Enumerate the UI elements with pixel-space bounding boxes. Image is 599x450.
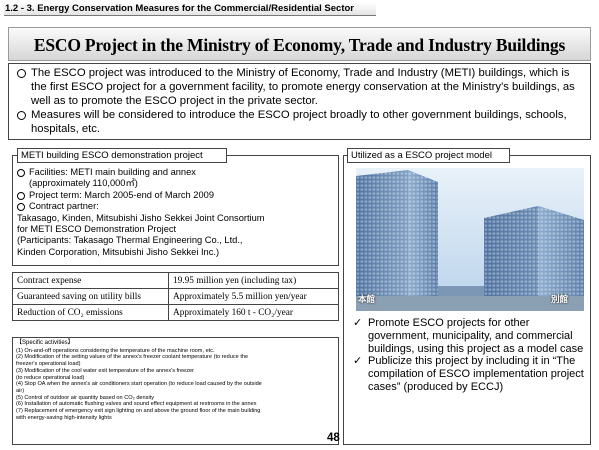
activity-line: (3) Modification of the cool water exit … bbox=[16, 367, 194, 374]
intro-text: Measures will be considered to introduce… bbox=[31, 109, 567, 135]
facilities-label: Facilities: METI main building and annex bbox=[29, 167, 196, 177]
checkmark-icon: ✓ bbox=[353, 355, 363, 368]
stat-label: Contract expense bbox=[12, 272, 169, 289]
stats-table: Contract expense 19.95 million yen (incl… bbox=[12, 272, 339, 321]
model-item: ✓ Promote ESCO projects for other govern… bbox=[353, 317, 585, 355]
stat-label: Reduction of CO₂ emissions bbox=[12, 304, 169, 321]
facilities-area: (approximately 110,000㎡) bbox=[29, 178, 138, 189]
model-item: ✓ Publicize this project by including it… bbox=[353, 355, 585, 393]
activities-title: 【Specific activities】 bbox=[16, 340, 74, 346]
circle-bullet-icon bbox=[17, 111, 26, 120]
intro-item: The ESCO project was introduced to the M… bbox=[17, 66, 584, 108]
circle-bullet-icon bbox=[17, 169, 25, 177]
partner-item: Contract partner: bbox=[17, 201, 338, 212]
activity-line: (4) Stop OA when the annex's air conditi… bbox=[16, 381, 262, 388]
stat-value: 19.95 million yen (including tax) bbox=[168, 272, 339, 289]
page-title: ESCO Project in the Ministry of Economy,… bbox=[8, 27, 591, 61]
stat-label: Guaranteed saving on utility bills bbox=[12, 288, 169, 305]
intro-text: The ESCO project was introduced to the M… bbox=[31, 67, 575, 107]
annex-building-label: 別館 bbox=[551, 294, 569, 304]
intro-item: Measures will be considered to introduce… bbox=[17, 108, 584, 136]
table-row: Reduction of CO₂ emissions Approximately… bbox=[12, 304, 339, 321]
model-text: Promote ESCO projects for other governme… bbox=[368, 317, 584, 355]
project-term: Project term: March 2005-end of March 20… bbox=[29, 189, 214, 200]
main-building-label: 本館 bbox=[358, 294, 376, 304]
activity-line: (2) Modification of the setting values o… bbox=[16, 354, 249, 361]
activities-box: 【Specific activities】 (1) On-and-off ope… bbox=[12, 337, 339, 445]
activity-line: with energy-saving high-intensity lights bbox=[16, 414, 112, 421]
activity-line: (to reduce operational load) bbox=[16, 374, 85, 381]
circle-bullet-icon bbox=[17, 191, 25, 200]
stat-value: Approximately 160 t - CO₂/year bbox=[168, 304, 339, 321]
model-text: Publicize this project by including it i… bbox=[368, 355, 584, 393]
partner-label: Contract partner: bbox=[29, 201, 99, 212]
model-list: ✓ Promote ESCO projects for other govern… bbox=[353, 317, 585, 394]
partner-line: (Participants: Takasago Thermal Engineer… bbox=[17, 235, 243, 246]
section-header: 1.2 - 3. Energy Conservation Measures fo… bbox=[4, 2, 376, 16]
activity-line: (7) Replacement of emergency exit sign l… bbox=[16, 408, 261, 415]
activity-line: air) bbox=[16, 387, 25, 394]
activity-line: (1) On-and-off operations considering th… bbox=[16, 347, 215, 354]
circle-bullet-icon bbox=[17, 203, 25, 212]
table-row: Contract expense 19.95 million yen (incl… bbox=[12, 272, 339, 289]
buildings-photo bbox=[356, 168, 584, 311]
model-tab: Utilized as a ESCO project model bbox=[347, 148, 510, 163]
activity-line: freezer's operational load) bbox=[16, 361, 81, 368]
table-row: Guaranteed saving on utility bills Appro… bbox=[12, 288, 339, 305]
circle-bullet-icon bbox=[17, 69, 26, 78]
facilities-item: Facilities: METI main building and annex… bbox=[17, 167, 338, 190]
partner-line: for METI ESCO Demonstration Project bbox=[17, 224, 177, 235]
period-item: Project term: March 2005-end of March 20… bbox=[17, 190, 338, 201]
demo-project-tab: METI building ESCO demonstration project bbox=[17, 148, 227, 163]
activity-line: (5) Control of outdoor air quantity base… bbox=[16, 394, 155, 401]
demo-project-box: Facilities: METI main building and annex… bbox=[12, 155, 339, 266]
stat-value: Approximately 5.5 million yen/year bbox=[168, 288, 339, 305]
checkmark-icon: ✓ bbox=[353, 317, 363, 329]
partner-line: Kinden Corporation, Mitsubishi Jisho Sek… bbox=[17, 246, 220, 257]
activity-line: (6) Installation of automatic flushing v… bbox=[16, 401, 257, 408]
partner-line: Takasago, Kinden, Mitsubishi Jisho Sekke… bbox=[17, 212, 265, 223]
page-number: 48 bbox=[327, 432, 340, 444]
intro-box: The ESCO project was introduced to the M… bbox=[8, 63, 591, 140]
